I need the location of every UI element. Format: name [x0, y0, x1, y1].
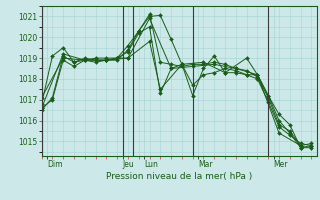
- X-axis label: Pression niveau de la mer( hPa ): Pression niveau de la mer( hPa ): [106, 172, 252, 181]
